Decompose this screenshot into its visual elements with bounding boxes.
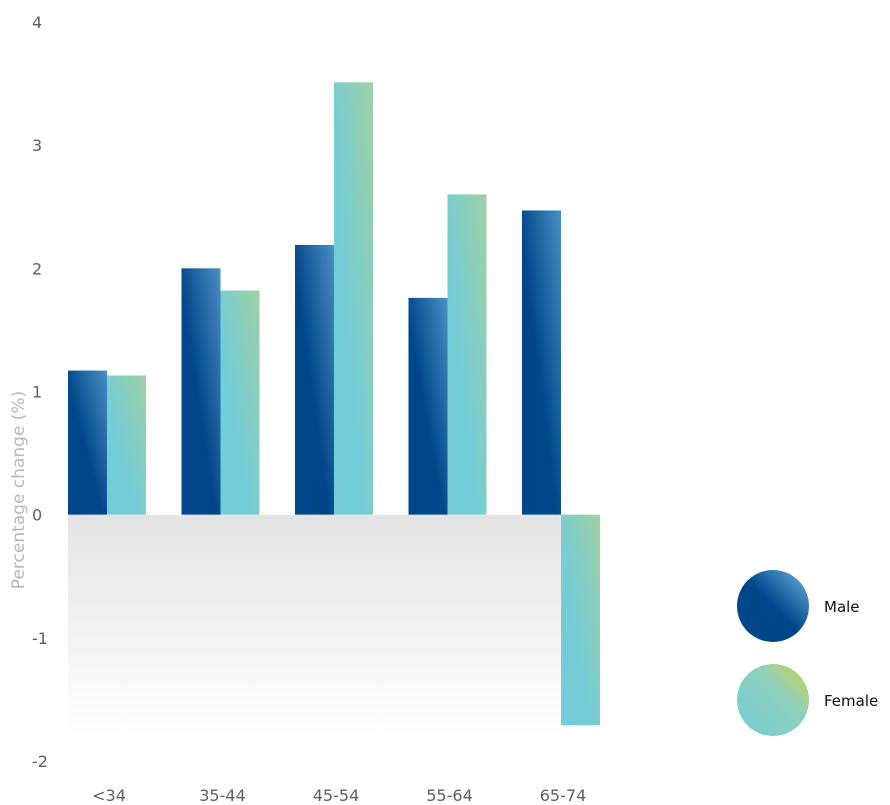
y-tick-label: 3 [32,136,42,155]
legend-item-male: Male [737,570,860,642]
bar-male-3 [408,297,448,515]
y-tick-label: -1 [32,629,48,648]
x-axis-ticks: <34 35-44 45-54 55-64 65-74 [92,786,586,805]
x-tick-label: <34 [92,786,126,805]
y-tick-label: 2 [32,259,42,278]
x-tick-label: 55-64 [426,786,473,805]
bar-female-4 [561,514,600,726]
bar-male-4 [522,210,561,515]
x-tick-label: 45-54 [313,786,360,805]
bars [68,82,600,726]
y-axis-label: Percentage change (%) [9,391,29,589]
bar-female-0 [107,375,146,515]
y-tick-label: 0 [32,506,42,525]
y-axis-ticks: 4 3 2 1 0 -1 -2 [32,13,48,771]
bar-male-1 [181,268,221,515]
y-tick-label: -2 [32,752,48,771]
bar-female-2 [334,82,373,515]
bar-male-2 [295,244,334,515]
y-tick-label: 4 [32,13,42,32]
legend-label-male: Male [824,598,860,616]
female-swatch-icon [737,664,809,736]
x-tick-label: 65-74 [540,786,587,805]
x-tick-label: 35-44 [199,786,246,805]
legend-item-female: Female [737,664,878,736]
male-swatch-icon [737,570,809,642]
bar-male-0 [68,370,107,515]
bar-female-3 [447,194,487,515]
bar-female-1 [220,290,260,515]
negative-region-band [68,515,598,737]
legend-label-female: Female [824,692,878,710]
legend: Male Female [737,570,878,736]
y-tick-label: 1 [32,383,42,402]
